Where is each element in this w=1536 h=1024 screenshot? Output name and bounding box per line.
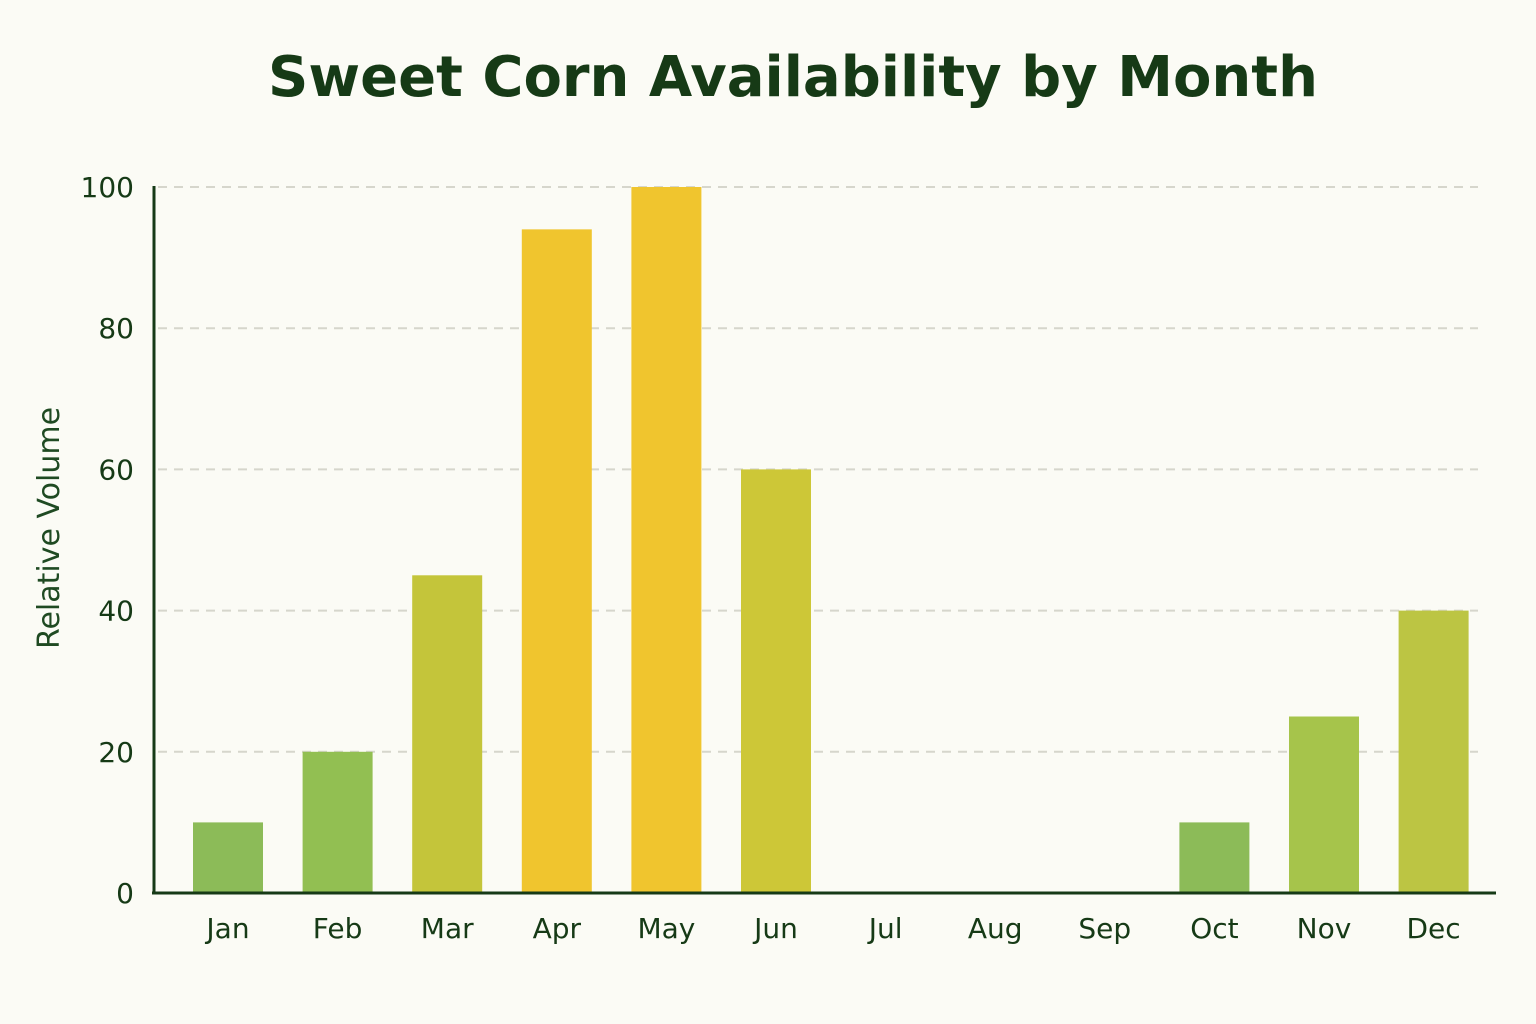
bar-apr: [521, 229, 592, 894]
x-tick-label-jan: Jan: [204, 912, 249, 945]
y-axis-ticks: 0 20 40 60 80 100: [81, 171, 134, 910]
y-axis-label: Relative Volume: [32, 407, 67, 649]
bar-may: [631, 187, 702, 893]
bar-feb: [302, 751, 373, 893]
bar-nov: [1289, 716, 1359, 893]
y-tick-label: 20: [98, 736, 134, 769]
y-tick-label: 100: [81, 171, 134, 204]
chart-title: Sweet Corn Availability by Month: [268, 45, 1318, 110]
x-tick-label-may: May: [637, 912, 695, 945]
x-tick-label-nov: Nov: [1297, 912, 1352, 945]
y-tick-label: 40: [98, 595, 134, 628]
bar-dec: [1398, 610, 1469, 893]
bar-mar: [412, 575, 483, 893]
x-tick-label-aug: Aug: [968, 912, 1023, 945]
bar-jan: [193, 822, 263, 893]
x-tick-label-oct: Oct: [1190, 912, 1238, 945]
y-tick-label: 0: [116, 877, 134, 910]
x-tick-label-apr: Apr: [533, 912, 582, 945]
bars: [193, 187, 1469, 894]
y-tick-label: 60: [98, 453, 134, 486]
x-tick-label-dec: Dec: [1407, 912, 1461, 945]
y-tick-label: 80: [98, 312, 134, 345]
x-tick-label-jul: Jul: [867, 912, 903, 945]
bar-jun: [741, 469, 811, 893]
bar-oct: [1179, 822, 1250, 893]
x-tick-label-jun: Jun: [752, 912, 798, 945]
x-axis-ticks: Jan Feb Mar Apr May Jun Jul Aug Sep Oct Nov Dec: [204, 912, 1460, 945]
x-tick-label-mar: Mar: [421, 912, 474, 945]
x-tick-label-feb: Feb: [313, 912, 363, 945]
grid-lines: [158, 186, 1478, 753]
x-tick-label-sep: Sep: [1078, 912, 1131, 945]
